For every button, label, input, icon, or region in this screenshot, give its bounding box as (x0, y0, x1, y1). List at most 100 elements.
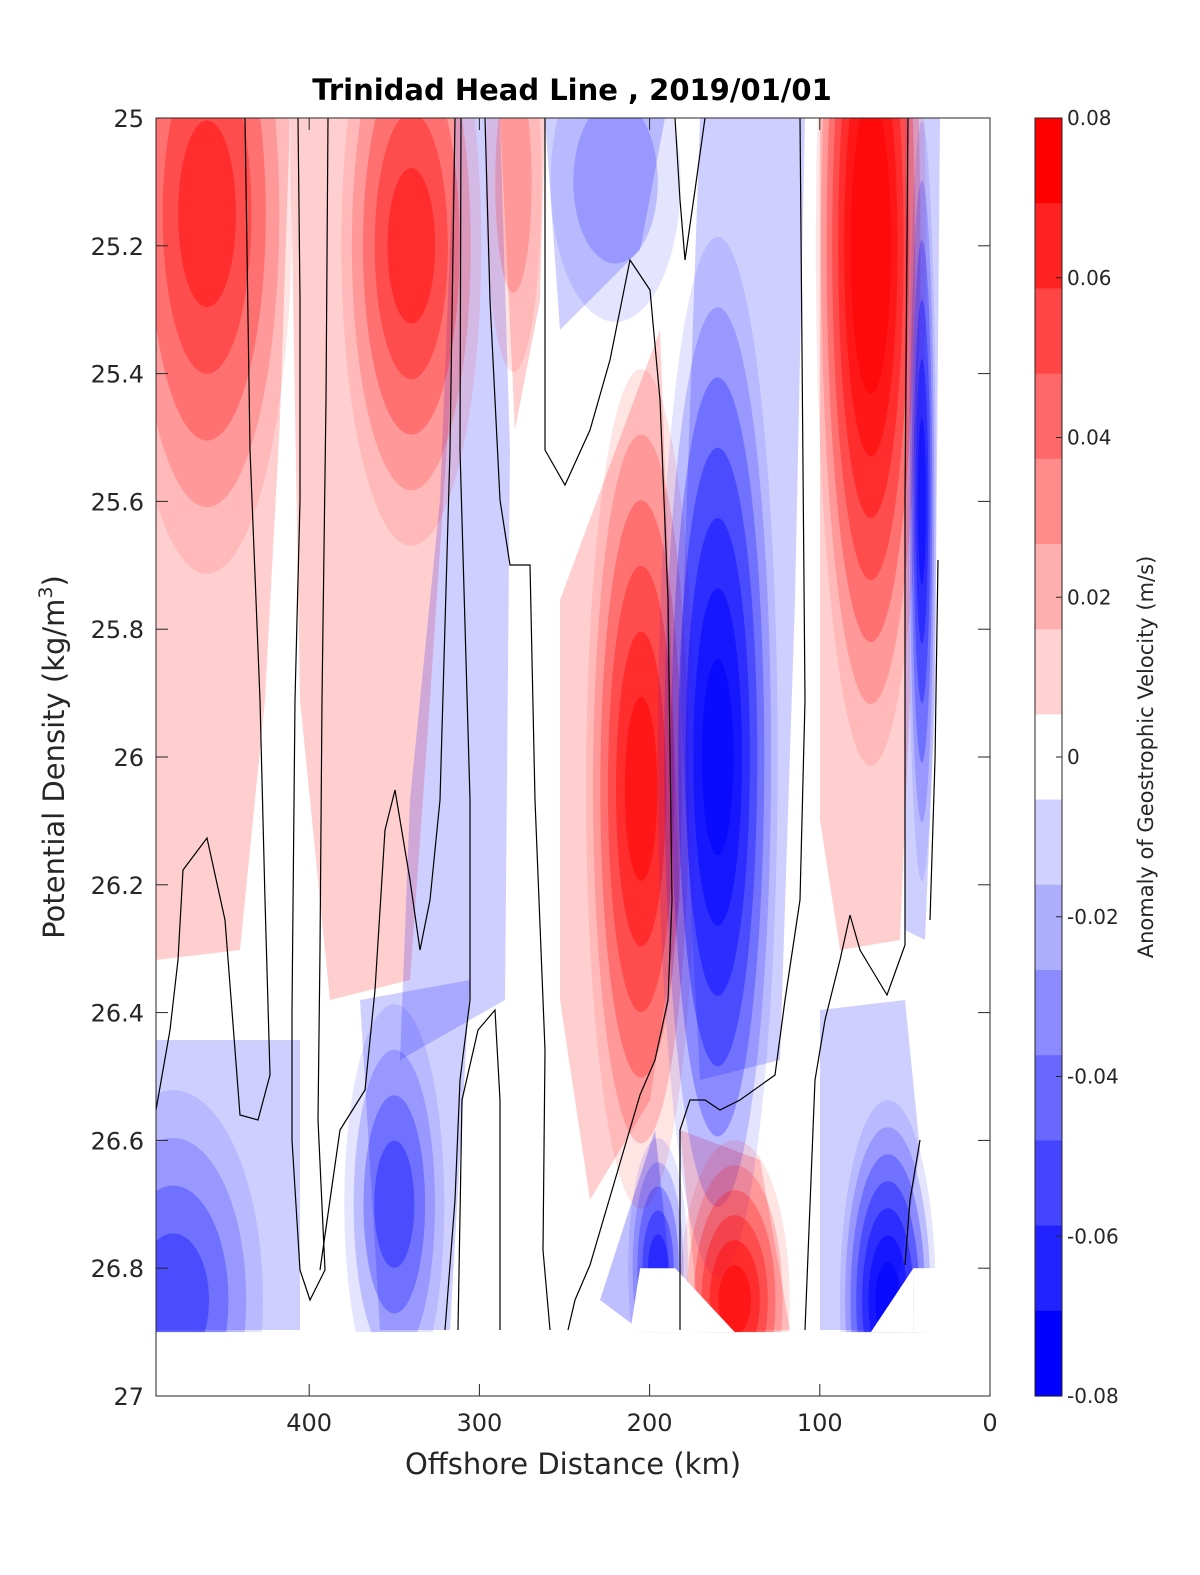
field-background-band (820, 1000, 920, 1330)
field-background-band (500, 118, 545, 430)
zero-contour-line (319, 118, 456, 1271)
no-data-nearshore (913, 1268, 990, 1333)
negative-velocity-core (907, 121, 936, 882)
colorbar-tick-label: -0.04 (1067, 1065, 1119, 1089)
colorbar-swatch (1035, 373, 1062, 460)
velocity-contour-band (387, 168, 436, 324)
velocity-contour-band (156, 1137, 247, 1396)
field-background-band (545, 118, 665, 330)
zero-contour-line (291, 118, 329, 1302)
y-axis-ticks: 25 25.2 25.4 25.6 25.8 26 26.2 26.4 26.6 26.8 27 (91, 105, 990, 1411)
x-axis-label: Offshore Distance (km) (405, 1447, 741, 1481)
colorbar-swatch (1035, 458, 1062, 545)
colorbar-swatch (1035, 118, 1062, 204)
x-tick-label: 0 (982, 1409, 997, 1437)
colorbar-tick-label: -0.02 (1067, 905, 1119, 929)
velocity-contour-band (701, 658, 734, 856)
y-tick-label: 27 (113, 1383, 144, 1411)
y-axis-label-close: ) (37, 575, 71, 586)
zero-contour-line (804, 118, 909, 1331)
y-axis-label-main: Potential Density (kg/m (37, 599, 71, 939)
velocity-contour-band (178, 120, 236, 308)
colorbar-swatch (1035, 1310, 1062, 1397)
velocity-contour-band (374, 1140, 415, 1268)
velocity-contour-band (815, 118, 926, 766)
zero-contour-line (679, 118, 806, 1330)
x-tick-label: 200 (627, 1409, 673, 1437)
colorbar-swatch (1035, 629, 1062, 715)
y-tick-label: 26.6 (91, 1127, 144, 1155)
velocity-contour-band (615, 631, 667, 947)
x-tick-label: 400 (286, 1409, 332, 1437)
velocity-contour-band (495, 118, 532, 293)
colorbar-swatch (1035, 1140, 1062, 1227)
negative-velocity-core (550, 118, 681, 322)
velocity-contour-band (821, 118, 921, 704)
zero-contour-line (674, 118, 706, 261)
colorbar-ticks: 0.08 0.06 0.04 0.02 0 -0.02 -0.04 -0.06 -0.08 (1056, 106, 1119, 1408)
y-tick-label: 25.4 (91, 361, 144, 389)
velocity-contour-band (600, 500, 682, 1078)
velocity-contour-band (156, 118, 280, 508)
field-background-band (360, 980, 470, 1330)
velocity-contour-band (344, 1004, 445, 1396)
velocity-contour-band (850, 118, 892, 395)
colorbar-tick-label: -0.08 (1067, 1384, 1119, 1408)
colorbar-swatch (1035, 203, 1062, 289)
zero-contour-line (929, 559, 939, 921)
no-data-gap (630, 1268, 735, 1333)
colorbar-swatch (1035, 1055, 1062, 1141)
velocity-contour-band (607, 565, 675, 1013)
y-tick-label: 25 (113, 105, 144, 133)
velocity-contour-band (907, 121, 936, 882)
velocity-contour-band (573, 118, 658, 264)
velocity-contour-band (718, 1265, 751, 1336)
field-background-band (290, 118, 455, 1000)
no-data-nearshore-edge (870, 1268, 914, 1333)
colorbar-swatch (1035, 288, 1062, 375)
y-tick-label: 26 (113, 744, 144, 772)
positive-velocity-core (586, 368, 697, 1209)
positive-velocity-core (815, 118, 926, 766)
colorbar-tick-label: 0.02 (1067, 585, 1112, 609)
y-tick-label: 26.8 (91, 1255, 144, 1283)
colorbar-swatch (1035, 799, 1062, 886)
positive-velocity-core (485, 118, 542, 372)
zero-contour-line (444, 118, 471, 1331)
velocity-contour-band (363, 1095, 426, 1314)
x-tick-label: 300 (456, 1409, 502, 1437)
field-background-band (156, 1040, 300, 1330)
colorbar-tick-label: 0.06 (1067, 266, 1112, 290)
colorbar (1034, 117, 1063, 1397)
velocity-contour-band (624, 697, 658, 881)
y-axis-label: Potential Density (kg/m3) (35, 575, 71, 939)
colorbar-label: Anomaly of Geostrophic Velocity (m/s) (1134, 556, 1158, 959)
field-background-band (905, 118, 940, 940)
y-tick-label: 25.8 (91, 616, 144, 644)
zero-contour-line (156, 118, 271, 1121)
no-data-region (156, 1332, 990, 1396)
zero-contour-line (457, 1008, 501, 1331)
y-tick-label: 26.2 (91, 872, 144, 900)
chart-title: Trinidad Head Line , 2019/01/01 (312, 73, 832, 107)
velocity-contour-band (917, 418, 927, 585)
velocity-contour-band (911, 240, 933, 763)
x-axis-ticks: 400 300 200 100 0 (286, 118, 998, 1437)
zero-contour-line (904, 1139, 921, 1266)
velocity-contour-band (341, 118, 482, 546)
negative-velocity-core (344, 1004, 445, 1396)
colorbar-swatch (1035, 884, 1062, 971)
colorbar-tick-label: 0.08 (1067, 106, 1112, 130)
positive-velocity-core (341, 118, 482, 546)
colorbar-swatch (1035, 970, 1062, 1056)
colorbar-swatch (1035, 544, 1062, 630)
colorbar-tick-label: -0.06 (1067, 1224, 1119, 1248)
velocity-contour-band (351, 118, 471, 491)
positive-velocity-core (156, 118, 293, 574)
velocity-contour-band (909, 180, 935, 823)
field-background-band (680, 1130, 790, 1330)
field-background-band (156, 118, 290, 960)
colorbar-swatch (1035, 1225, 1062, 1312)
y-tick-label: 25.2 (91, 233, 144, 261)
